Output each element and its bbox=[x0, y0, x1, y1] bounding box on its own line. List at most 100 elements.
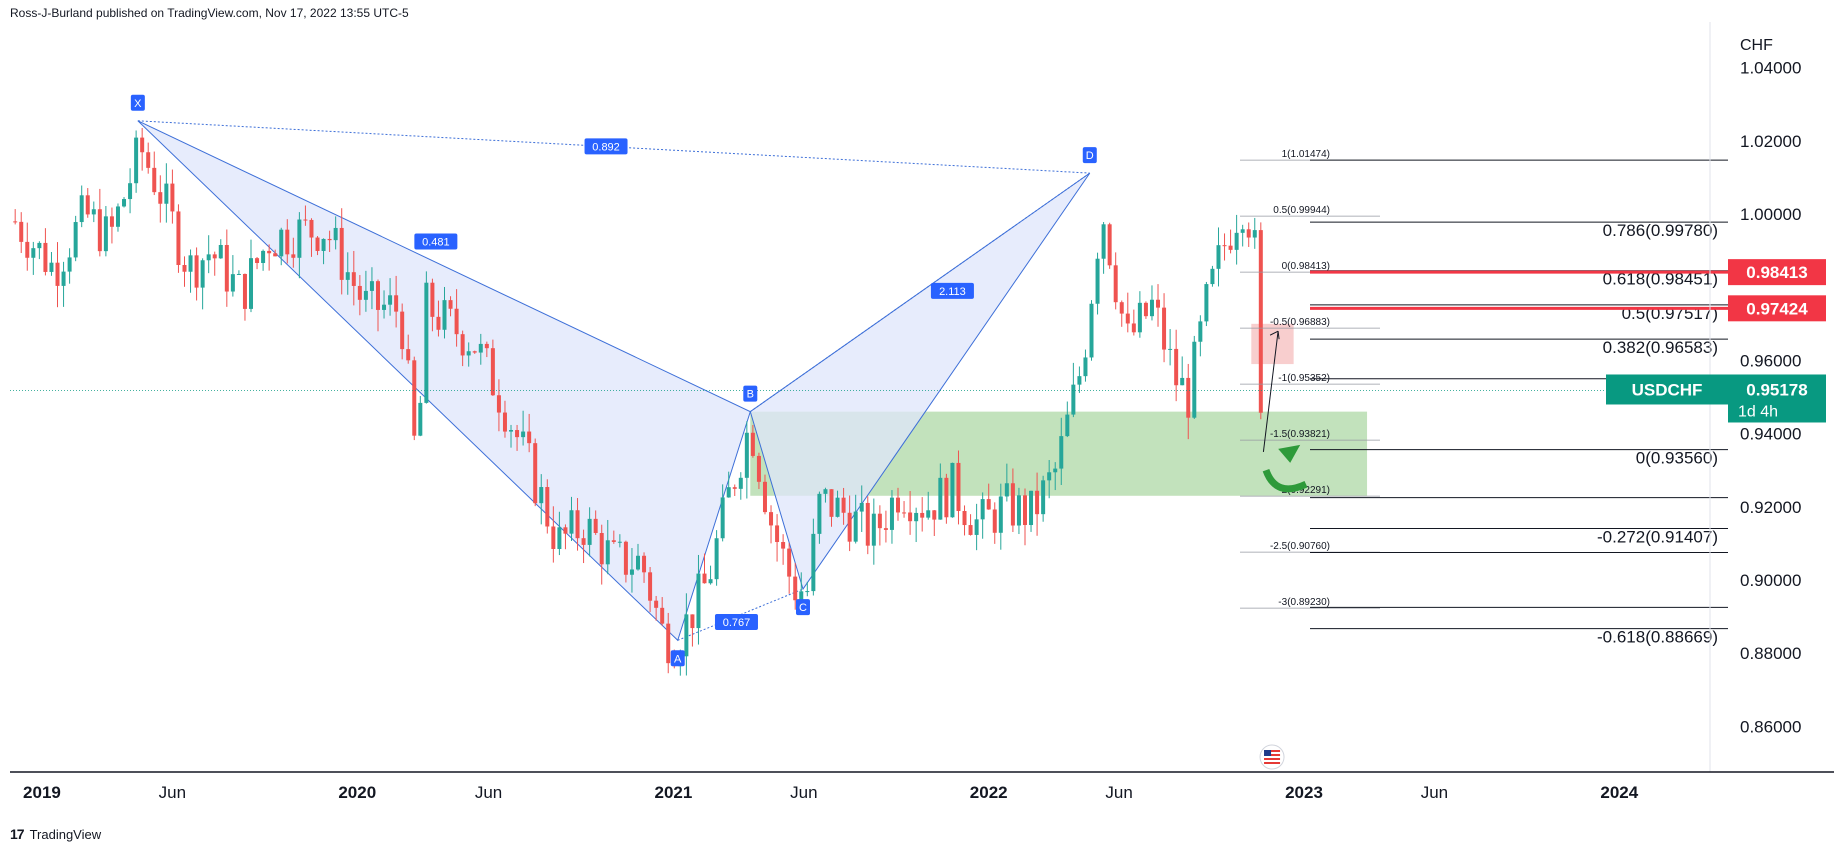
candle bbox=[1065, 401, 1070, 438]
candle bbox=[122, 197, 127, 208]
footer: 17 TradingView bbox=[10, 826, 101, 842]
candle bbox=[188, 249, 193, 293]
candle bbox=[375, 279, 380, 332]
candle-body bbox=[115, 206, 120, 227]
point-label-C: C bbox=[799, 602, 807, 614]
candle bbox=[1016, 487, 1021, 535]
candle bbox=[134, 130, 139, 193]
candle bbox=[551, 506, 556, 563]
candle bbox=[998, 483, 1003, 550]
candle-body bbox=[242, 273, 247, 309]
candle-body bbox=[847, 512, 852, 542]
candle-body bbox=[835, 497, 840, 517]
last-price-bg bbox=[1728, 374, 1826, 423]
candle-body bbox=[853, 511, 858, 542]
candle bbox=[31, 241, 36, 275]
ratio-label-bg bbox=[714, 614, 758, 630]
candle-body bbox=[593, 518, 598, 533]
x-tick-label: 2020 bbox=[338, 783, 376, 802]
candle-body bbox=[466, 351, 471, 356]
candle-body bbox=[43, 242, 48, 272]
candle bbox=[73, 215, 78, 262]
candle-body bbox=[533, 443, 538, 504]
candle-body bbox=[1240, 229, 1245, 233]
candle bbox=[55, 242, 60, 308]
candle bbox=[781, 534, 786, 565]
candle-body bbox=[805, 591, 810, 593]
candle-body bbox=[1119, 302, 1124, 314]
candle bbox=[218, 239, 223, 259]
candle-body bbox=[1137, 302, 1142, 333]
candle bbox=[424, 271, 429, 404]
fib-left-label: -0.5(0.96883) bbox=[1270, 317, 1330, 328]
candle-body bbox=[527, 431, 532, 444]
candle bbox=[545, 479, 550, 534]
fib-left-label: -2.5(0.90760) bbox=[1270, 541, 1330, 552]
candle bbox=[1162, 293, 1167, 363]
candle bbox=[811, 518, 816, 596]
candle bbox=[841, 487, 846, 525]
candle-body bbox=[762, 481, 767, 513]
candle-body bbox=[1077, 376, 1082, 385]
candle bbox=[37, 241, 42, 260]
currency-label: CHF bbox=[1740, 37, 1773, 54]
symbol-tag-label: USDCHF bbox=[1632, 380, 1703, 399]
candle bbox=[720, 484, 725, 542]
candle-body bbox=[992, 509, 997, 533]
candle-body bbox=[732, 487, 737, 489]
candle bbox=[787, 543, 792, 594]
x-tick-label: 2024 bbox=[1600, 783, 1638, 802]
us-flag-event-icon bbox=[1259, 744, 1285, 770]
candle-body bbox=[666, 623, 671, 664]
candle bbox=[539, 474, 544, 525]
candle bbox=[369, 267, 374, 310]
candle bbox=[521, 410, 526, 446]
candle bbox=[666, 612, 671, 674]
fib-right-label: 0(0.93560) bbox=[1636, 449, 1718, 468]
candle-body bbox=[128, 183, 133, 200]
candle bbox=[1192, 335, 1197, 419]
candle-body bbox=[1131, 323, 1136, 333]
candle-body bbox=[708, 579, 713, 584]
red-supply-zone bbox=[1251, 323, 1294, 365]
candle-body bbox=[357, 285, 362, 300]
candle bbox=[357, 275, 362, 316]
last-price-value: 0.95178 bbox=[1746, 380, 1807, 399]
candle bbox=[273, 249, 278, 257]
candle bbox=[345, 252, 350, 295]
candle-body bbox=[1156, 299, 1161, 308]
candle-body bbox=[13, 221, 18, 223]
candle-body bbox=[787, 548, 792, 577]
ratio-value: 0.892 bbox=[592, 141, 620, 153]
candle bbox=[152, 151, 157, 196]
candle bbox=[1246, 222, 1251, 247]
candle bbox=[1216, 227, 1221, 287]
candle-body bbox=[1198, 321, 1203, 342]
pattern-point-B: B bbox=[743, 385, 758, 402]
candle-body bbox=[442, 300, 447, 330]
tradingview-logo-icon[interactable]: 17 bbox=[10, 826, 25, 842]
candle-body bbox=[1210, 268, 1215, 285]
candle bbox=[1107, 222, 1112, 269]
pattern-diagonal-BD bbox=[750, 172, 1091, 413]
candle-body bbox=[67, 257, 72, 272]
candle-body bbox=[406, 349, 411, 361]
candle-body bbox=[1004, 483, 1009, 497]
candle-body bbox=[811, 533, 816, 592]
candle bbox=[974, 503, 979, 551]
candle bbox=[926, 491, 931, 520]
candle-body bbox=[986, 499, 991, 510]
candle bbox=[109, 207, 114, 244]
candle-body bbox=[1180, 377, 1185, 386]
candle bbox=[1240, 224, 1245, 247]
candle bbox=[388, 278, 393, 316]
candle-body bbox=[1107, 224, 1112, 266]
candle-body bbox=[146, 152, 151, 168]
candle-body bbox=[799, 591, 804, 601]
candle-body bbox=[61, 271, 66, 286]
candle bbox=[230, 255, 235, 297]
x-tick-label: Jun bbox=[790, 783, 817, 802]
candle bbox=[823, 487, 828, 503]
fib-right-label: -0.618(0.88669) bbox=[1597, 628, 1718, 647]
